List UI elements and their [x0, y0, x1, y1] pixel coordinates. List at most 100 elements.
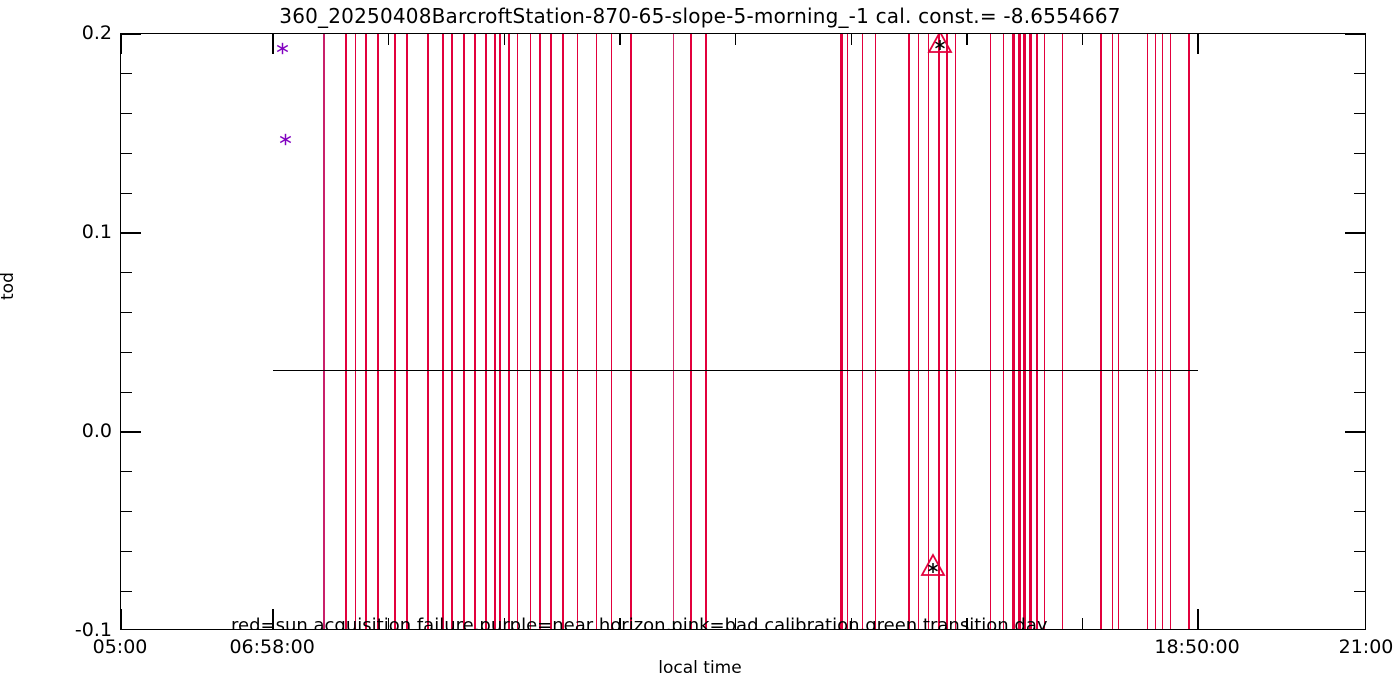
data-vline	[1112, 34, 1114, 629]
x-axis-minor-tick	[503, 618, 506, 629]
data-vline	[1035, 34, 1038, 629]
reference-line	[273, 370, 1199, 372]
data-vline	[561, 34, 565, 629]
y-axis-major-tick	[121, 431, 141, 433]
y-axis-minor-tick	[121, 192, 132, 194]
y-axis-minor-tick	[121, 351, 132, 354]
y-tick-label: 0.0	[81, 420, 112, 442]
data-vline	[1118, 34, 1120, 629]
data-vline	[550, 34, 552, 629]
y-axis-minor-tick	[121, 272, 132, 274]
y-axis-minor-tick	[1354, 351, 1365, 354]
data-vline	[1062, 34, 1064, 629]
data-vline	[394, 34, 396, 629]
x-axis-minor-tick	[619, 618, 621, 629]
x-axis-minor-tick	[734, 34, 737, 45]
y-axis-minor-tick	[1354, 192, 1365, 194]
y-axis-minor-tick	[121, 112, 132, 115]
y-axis-major-tick	[121, 34, 141, 35]
data-vline	[955, 34, 957, 629]
bad-calibration-triangle-marker	[920, 552, 946, 578]
x-axis-minor-tick	[1081, 618, 1084, 629]
y-axis-minor-tick	[1354, 510, 1365, 513]
data-vline	[577, 34, 579, 629]
y-axis-minor-tick	[1354, 112, 1365, 115]
x-tick-label: 18:50:00	[1154, 636, 1240, 658]
data-vline	[323, 34, 325, 629]
x-axis-minor-tick	[734, 618, 737, 629]
x-axis-major-tick	[272, 609, 274, 629]
y-axis-minor-tick	[121, 391, 132, 393]
data-layer	[121, 34, 1365, 629]
y-tick-label: 0.2	[81, 22, 112, 44]
y-axis-major-tick	[1345, 34, 1365, 35]
y-axis-minor-tick	[121, 550, 132, 553]
y-axis-minor-tick	[1354, 311, 1365, 314]
x-axis-major-tick	[121, 609, 122, 629]
y-axis-minor-tick	[121, 510, 132, 513]
y-tick-label: -0.1	[74, 619, 112, 641]
data-vline	[1187, 34, 1191, 629]
data-vline	[1170, 34, 1172, 629]
x-axis-minor-tick	[388, 618, 390, 629]
data-vline	[1018, 34, 1022, 629]
data-vline	[517, 34, 519, 629]
page-title: 360_20250408BarcroftStation-870-65-slope…	[279, 4, 1121, 28]
data-vline	[1003, 34, 1005, 629]
data-vline	[344, 34, 348, 629]
plot-area[interactable]: red=sun acquisition failure,purple=near …	[120, 33, 1366, 630]
x-axis-major-tick	[121, 34, 122, 54]
y-tick-label: 0.1	[81, 221, 112, 243]
x-axis-minor-tick	[619, 34, 621, 45]
y-axis-minor-tick	[1354, 590, 1365, 592]
data-vline	[494, 34, 496, 629]
data-vline	[611, 34, 613, 629]
x-axis-minor-tick	[850, 618, 852, 629]
data-vline	[918, 34, 920, 629]
y-axis-major-tick	[121, 232, 141, 234]
x-tick-label: 21:00	[1338, 636, 1394, 658]
data-vline	[1162, 34, 1164, 629]
data-vline	[990, 34, 992, 629]
data-vline	[1029, 34, 1033, 629]
data-vline	[1012, 34, 1016, 629]
near-horizon-asterisk-marker	[279, 131, 292, 146]
data-vline	[862, 34, 864, 629]
data-vline	[630, 34, 632, 629]
y-axis-minor-tick	[1354, 391, 1365, 393]
data-vline	[1023, 34, 1027, 629]
y-axis-minor-tick	[1354, 73, 1365, 75]
x-axis-minor-tick	[850, 34, 852, 45]
data-vline	[875, 34, 877, 629]
data-vline	[907, 34, 911, 629]
x-axis-minor-tick	[966, 618, 968, 629]
x-axis-minor-tick	[388, 34, 390, 45]
data-vline	[406, 34, 408, 629]
y-axis-minor-tick	[121, 152, 132, 155]
data-vline	[474, 34, 476, 629]
data-vline	[945, 34, 949, 629]
legend-caption: red=sun acquisition failure,purple=near …	[231, 615, 1048, 630]
x-axis-minor-tick	[1081, 34, 1084, 45]
data-vline	[1147, 34, 1149, 629]
y-axis-minor-tick	[121, 311, 132, 314]
data-vline	[928, 34, 930, 629]
x-axis-major-tick	[272, 34, 274, 54]
x-axis-title: local time	[658, 658, 742, 678]
y-axis-minor-tick	[1354, 272, 1365, 274]
y-axis-title: tod	[0, 272, 18, 300]
x-axis-minor-tick	[503, 34, 506, 45]
data-vline	[673, 34, 675, 629]
x-tick-label: 05:00	[92, 636, 148, 658]
y-axis-minor-tick	[1354, 471, 1365, 473]
data-vline	[705, 34, 707, 629]
data-vline	[1100, 34, 1102, 629]
y-axis-minor-tick	[121, 590, 132, 592]
y-axis-minor-tick	[121, 471, 132, 473]
data-vline	[442, 34, 444, 629]
data-vline	[507, 34, 511, 629]
data-vline	[840, 34, 844, 629]
y-axis-major-tick	[1345, 232, 1365, 234]
data-vline	[596, 34, 598, 629]
